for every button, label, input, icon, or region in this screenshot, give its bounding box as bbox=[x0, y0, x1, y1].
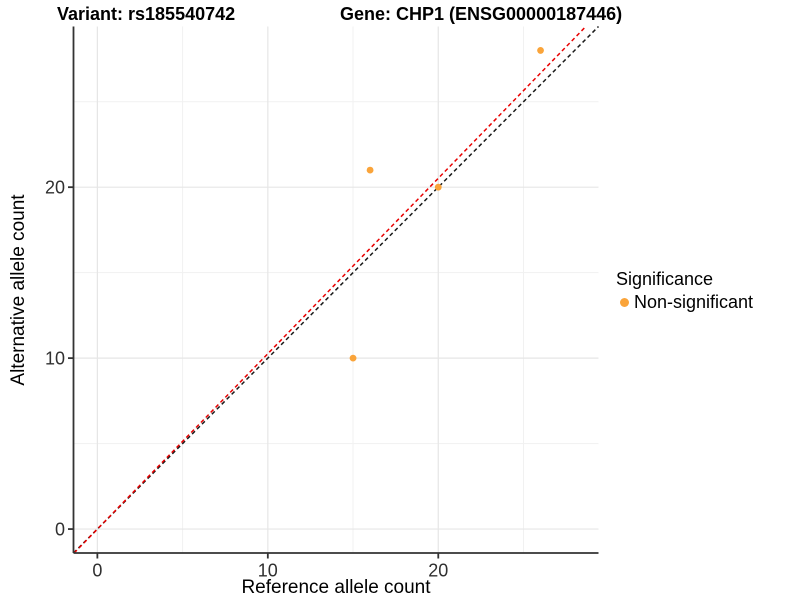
data-point bbox=[366, 166, 374, 174]
variant-title: Variant: rs185540742 bbox=[57, 4, 236, 24]
y-tick-label: 0 bbox=[55, 520, 65, 540]
legend-point-icon bbox=[620, 298, 629, 307]
black-dashed-identity-reference-line bbox=[72, 25, 600, 554]
legend-item-label: Non-significant bbox=[634, 292, 754, 312]
legend: Significance Non-significant bbox=[616, 268, 753, 313]
y-tick-label: 10 bbox=[45, 349, 65, 369]
data-point bbox=[349, 354, 357, 362]
x-tick-label: 0 bbox=[92, 561, 102, 581]
y-tick-label: 20 bbox=[45, 178, 65, 198]
x-tick-label: 10 bbox=[258, 561, 278, 581]
gene-title: Gene: CHP1 (ENSG00000187446) bbox=[340, 4, 623, 24]
x-axis-title: Reference allele count bbox=[241, 577, 431, 598]
x-tick-label: 20 bbox=[428, 561, 448, 581]
data-point bbox=[434, 183, 442, 191]
data-point bbox=[537, 47, 544, 54]
red-dashed-ratio-reference-line bbox=[73, 25, 587, 554]
legend-item-non-significant: Non-significant bbox=[616, 292, 753, 313]
y-axis-title: Alternative allele count bbox=[8, 194, 29, 386]
legend-title: Significance bbox=[616, 269, 714, 289]
